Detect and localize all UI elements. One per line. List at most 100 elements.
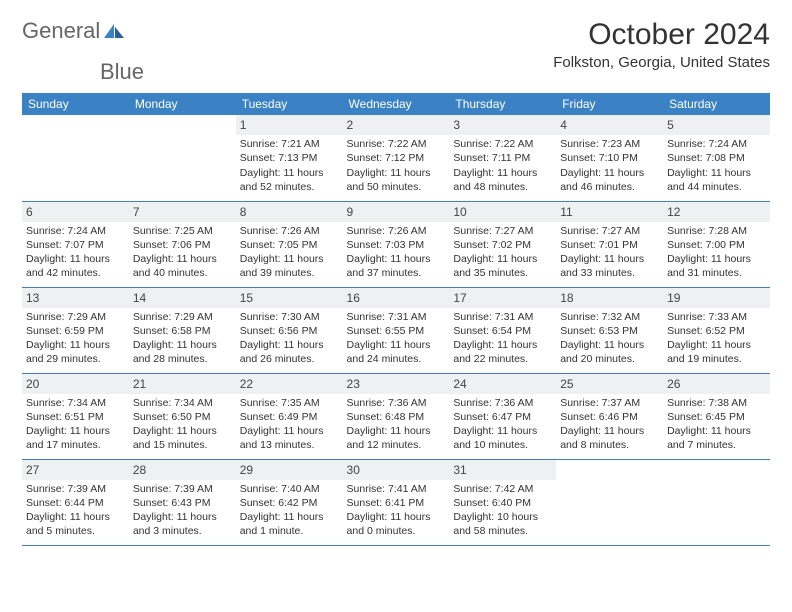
sunset-text: Sunset: 6:41 PM [347,496,446,510]
day-number: 24 [449,374,556,394]
calendar-day-cell: 28Sunrise: 7:39 AMSunset: 6:43 PMDayligh… [129,459,236,545]
sunrise-text: Sunrise: 7:35 AM [240,396,339,410]
daylight-text: Daylight: 11 hours and 8 minutes. [560,424,659,452]
sunset-text: Sunset: 6:49 PM [240,410,339,424]
day-number: 31 [449,460,556,480]
logo-text-general: General [22,18,100,44]
sunrise-text: Sunrise: 7:31 AM [453,310,552,324]
day-number: 9 [343,202,450,222]
weekday-header: Wednesday [343,93,450,115]
sunset-text: Sunset: 6:55 PM [347,324,446,338]
day-number: 18 [556,288,663,308]
day-number: 8 [236,202,343,222]
sunrise-text: Sunrise: 7:30 AM [240,310,339,324]
daylight-text: Daylight: 11 hours and 42 minutes. [26,252,125,280]
daylight-text: Daylight: 11 hours and 28 minutes. [133,338,232,366]
daylight-text: Daylight: 11 hours and 12 minutes. [347,424,446,452]
calendar-day-cell: 7Sunrise: 7:25 AMSunset: 7:06 PMDaylight… [129,201,236,287]
logo-text-blue: Blue [100,59,144,85]
sunrise-text: Sunrise: 7:32 AM [560,310,659,324]
day-number: 13 [22,288,129,308]
daylight-text: Daylight: 11 hours and 26 minutes. [240,338,339,366]
sunrise-text: Sunrise: 7:34 AM [26,396,125,410]
day-number: 10 [449,202,556,222]
calendar-day-cell: 9Sunrise: 7:26 AMSunset: 7:03 PMDaylight… [343,201,450,287]
daylight-text: Daylight: 11 hours and 46 minutes. [560,166,659,194]
day-number: 5 [663,115,770,135]
calendar-day-cell: 15Sunrise: 7:30 AMSunset: 6:56 PMDayligh… [236,287,343,373]
location-subtitle: Folkston, Georgia, United States [553,54,770,71]
calendar-header-row: SundayMondayTuesdayWednesdayThursdayFrid… [22,93,770,115]
daylight-text: Daylight: 11 hours and 35 minutes. [453,252,552,280]
calendar-day-cell: 17 Sunrise: 7:31 AMSunset: 6:54 PMDayligh… [449,287,556,373]
sunset-text: Sunset: 7:10 PM [560,151,659,165]
calendar-week-row: 27Sunrise: 7:39 AMSunset: 6:44 PMDayligh… [22,459,770,545]
day-number: 6 [22,202,129,222]
calendar-body: 1Sunrise: 7:21 AMSunset: 7:13 PMDaylight… [22,115,770,545]
daylight-text: Daylight: 11 hours and 0 minutes. [347,510,446,538]
sunset-text: Sunset: 6:45 PM [667,410,766,424]
sunrise-text: Sunrise: 7:36 AM [347,396,446,410]
day-number: 30 [343,460,450,480]
sunset-text: Sunset: 7:00 PM [667,238,766,252]
daylight-text: Daylight: 11 hours and 44 minutes. [667,166,766,194]
calendar-week-row: 13Sunrise: 7:29 AMSunset: 6:59 PMDayligh… [22,287,770,373]
sunrise-text: Sunrise: 7:29 AM [26,310,125,324]
sunrise-text: Sunrise: 7:28 AM [667,224,766,238]
weekday-header: Monday [129,93,236,115]
day-number: 4 [556,115,663,135]
calendar-day-cell: 5Sunrise: 7:24 AMSunset: 7:08 PMDaylight… [663,115,770,201]
daylight-text: Daylight: 11 hours and 13 minutes. [240,424,339,452]
day-number: 29 [236,460,343,480]
month-title: October 2024 [553,18,770,52]
daylight-text: Daylight: 11 hours and 24 minutes. [347,338,446,366]
calendar-day-cell: 29Sunrise: 7:40 AMSunset: 6:42 PMDayligh… [236,459,343,545]
daylight-text: Daylight: 11 hours and 10 minutes. [453,424,552,452]
calendar-day-cell: 16Sunrise: 7:31 AMSunset: 6:55 PMDayligh… [343,287,450,373]
sunrise-text: Sunrise: 7:37 AM [560,396,659,410]
day-number: 28 [129,460,236,480]
day-number: 26 [663,374,770,394]
sunrise-text: Sunrise: 7:23 AM [560,137,659,151]
daylight-text: Daylight: 11 hours and 37 minutes. [347,252,446,280]
calendar-day-cell: 2Sunrise: 7:22 AMSunset: 7:12 PMDaylight… [343,115,450,201]
sunset-text: Sunset: 6:43 PM [133,496,232,510]
calendar-day-cell: 11Sunrise: 7:27 AMSunset: 7:01 PMDayligh… [556,201,663,287]
day-number: 3 [449,115,556,135]
day-number: 17 [449,288,556,308]
daylight-text: Daylight: 11 hours and 52 minutes. [240,166,339,194]
calendar-day-cell: 31Sunrise: 7:42 AMSunset: 6:40 PMDayligh… [449,459,556,545]
sunset-text: Sunset: 6:50 PM [133,410,232,424]
calendar-day-cell: 19Sunrise: 7:33 AMSunset: 6:52 PMDayligh… [663,287,770,373]
sail-icon [102,22,126,40]
daylight-text: Daylight: 11 hours and 15 minutes. [133,424,232,452]
daylight-text: Daylight: 11 hours and 20 minutes. [560,338,659,366]
calendar-day-cell: 22Sunrise: 7:35 AMSunset: 6:49 PMDayligh… [236,373,343,459]
daylight-text: Daylight: 11 hours and 29 minutes. [26,338,125,366]
sunset-text: Sunset: 7:05 PM [240,238,339,252]
title-block: October 2024 Folkston, Georgia, United S… [553,18,770,71]
sunset-text: Sunset: 6:52 PM [667,324,766,338]
sunset-text: Sunset: 6:44 PM [26,496,125,510]
sunrise-text: Sunrise: 7:41 AM [347,482,446,496]
calendar-week-row: 6Sunrise: 7:24 AMSunset: 7:07 PMDaylight… [22,201,770,287]
calendar-day-cell: 18Sunrise: 7:32 AMSunset: 6:53 PMDayligh… [556,287,663,373]
sunset-text: Sunset: 6:58 PM [133,324,232,338]
sunset-text: Sunset: 6:51 PM [26,410,125,424]
daylight-text: Daylight: 11 hours and 40 minutes. [133,252,232,280]
weekday-header: Tuesday [236,93,343,115]
calendar-week-row: 20Sunrise: 7:34 AMSunset: 6:51 PMDayligh… [22,373,770,459]
sunset-text: Sunset: 6:54 PM [453,324,552,338]
weekday-header: Thursday [449,93,556,115]
day-number: 2 [343,115,450,135]
sunset-text: Sunset: 6:59 PM [26,324,125,338]
daylight-text: Daylight: 11 hours and 22 minutes. [453,338,552,366]
sunrise-text: Sunrise: 7:27 AM [453,224,552,238]
calendar-day-cell: 30 Sunrise: 7:41 AMSunset: 6:41 PMDayligh… [343,459,450,545]
daylight-text: Daylight: 11 hours and 1 minute. [240,510,339,538]
sunset-text: Sunset: 7:02 PM [453,238,552,252]
day-number: 19 [663,288,770,308]
daylight-text: Daylight: 11 hours and 50 minutes. [347,166,446,194]
day-number: 25 [556,374,663,394]
sunrise-text: Sunrise: 7:22 AM [453,137,552,151]
